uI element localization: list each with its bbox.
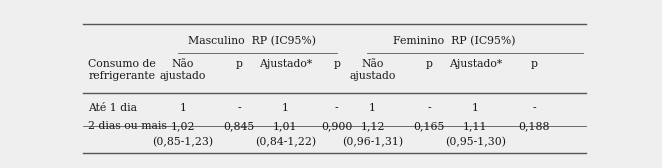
Text: -: -	[532, 103, 536, 113]
Text: p: p	[236, 59, 243, 69]
Text: Ajustado*: Ajustado*	[259, 59, 312, 69]
Text: -: -	[427, 103, 431, 113]
Text: p: p	[531, 59, 538, 69]
Text: Ajustado*: Ajustado*	[449, 59, 502, 69]
Text: 0,845: 0,845	[224, 121, 255, 131]
Text: Masculino  RP (IC95%): Masculino RP (IC95%)	[188, 36, 316, 46]
Text: 1: 1	[472, 103, 479, 113]
Text: 0,900: 0,900	[321, 121, 352, 131]
Text: 1: 1	[179, 103, 186, 113]
Text: Não
ajustado: Não ajustado	[160, 59, 206, 81]
Text: p: p	[333, 59, 340, 69]
Text: 0,165: 0,165	[413, 121, 445, 131]
Text: 1,02: 1,02	[171, 121, 195, 131]
Text: (0,95-1,30): (0,95-1,30)	[445, 137, 506, 147]
Text: Até 1 dia: Até 1 dia	[88, 103, 137, 113]
Text: Não
ajustado: Não ajustado	[350, 59, 396, 81]
Text: 2 dias ou mais: 2 dias ou mais	[88, 121, 167, 131]
Text: (0,96-1,31): (0,96-1,31)	[342, 137, 403, 147]
Text: -: -	[238, 103, 241, 113]
Text: (0,85-1,23): (0,85-1,23)	[152, 137, 213, 147]
Text: Feminino  RP (IC95%): Feminino RP (IC95%)	[393, 36, 516, 46]
Text: -: -	[335, 103, 338, 113]
Text: 0,188: 0,188	[518, 121, 550, 131]
Text: 1: 1	[369, 103, 376, 113]
Text: 1,12: 1,12	[360, 121, 385, 131]
Text: 1,11: 1,11	[463, 121, 487, 131]
Text: Consumo de
refrigerante: Consumo de refrigerante	[88, 59, 156, 81]
Text: 1,01: 1,01	[273, 121, 298, 131]
Text: 1: 1	[282, 103, 289, 113]
Text: (0,84-1,22): (0,84-1,22)	[255, 137, 316, 147]
Text: p: p	[426, 59, 432, 69]
